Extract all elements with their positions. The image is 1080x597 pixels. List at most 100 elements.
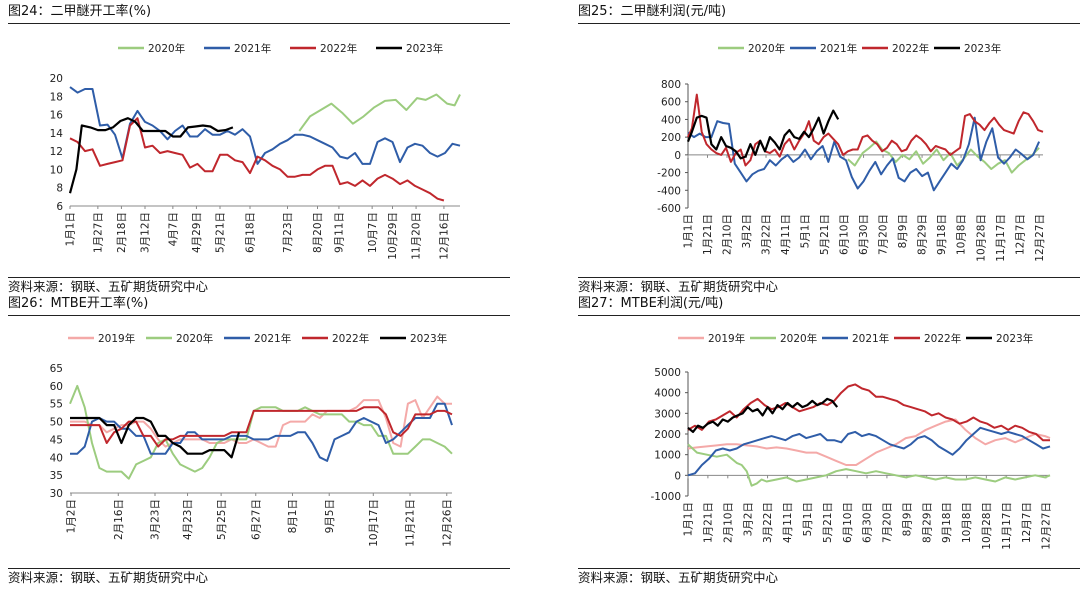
x-tick-label: 9月18日 (936, 214, 948, 255)
x-tick-label: 9月18日 (941, 502, 953, 543)
y-tick-label: 65 (50, 363, 63, 375)
x-tick-label: 5月1日 (802, 502, 814, 536)
x-tick-label: 7月23日 (282, 212, 294, 253)
x-tick-label: 3月23日 (150, 499, 162, 540)
legend-label: 2021年 (234, 42, 271, 55)
legend-label: 2023年 (996, 332, 1033, 345)
x-tick-label: 2月18日 (116, 212, 128, 253)
y-tick-label: 40 (50, 452, 63, 464)
legend-label: 2020年 (176, 332, 213, 345)
y-tick-label: 16 (50, 110, 64, 122)
x-tick-label: 12月7日 (1014, 214, 1026, 255)
x-tick-label: 6月30日 (858, 214, 870, 255)
x-tick-label: 5月1日 (800, 214, 812, 248)
chart-dme-utilization: 2020年 2021年 2022年 2023年 6 8 10 12 14 16 18 20 1月1日 1月… (50, 42, 461, 260)
y-tick-label: 35 (50, 470, 63, 482)
legend-label: 2022年 (924, 332, 961, 345)
y-tick-label: 600 (661, 97, 681, 109)
series-line (686, 109, 840, 160)
x-tick-label: 4月29日 (191, 212, 203, 253)
chart-source: 资料来源：钢联、五矿期货研究中心 (8, 570, 209, 585)
chart-panel-mtbe-profit: 图27：MTBE利润(元/吨) 2019年 2020年 2021年 2022年 2023… (578, 296, 1080, 594)
x-tick-label: 3月22日 (761, 214, 773, 255)
series-line (687, 418, 1051, 466)
y-tick-label: 18 (50, 91, 63, 103)
series-line (298, 93, 461, 132)
x-tick-label: 10月8日 (961, 502, 973, 543)
chart-source: 资料来源：钢联、五矿期货研究中心 (8, 279, 209, 294)
legend-label: 2020年 (148, 42, 185, 55)
y-tick-label: 200 (661, 132, 681, 144)
legend-label: 2023年 (410, 332, 447, 345)
x-tick-label: 8月20日 (312, 212, 324, 253)
legend: 2020年 2021年 2022年 2023年 (118, 42, 443, 55)
y-tick-label: 3000 (654, 408, 681, 420)
legend: 2020年 2021年 2022年 2023年 (718, 42, 1001, 55)
chart-source: 资料来源：钢联、五矿期货研究中心 (578, 570, 779, 585)
x-tick-label: 10月28日 (975, 214, 987, 262)
y-tick-label: 60 (50, 381, 63, 393)
x-tick-label: 10月17日 (368, 499, 380, 547)
title-divider (8, 315, 510, 316)
x-tick-label: 3月2日 (741, 214, 753, 248)
x-tick-label: 1月21日 (702, 214, 714, 255)
y-tick-label: 55 (50, 399, 63, 411)
x-tick-label: 10月29日 (387, 212, 399, 260)
x-tick-label: 11月17日 (995, 214, 1007, 262)
x-tick-label: 5月21日 (215, 212, 227, 253)
x-tick-label: 8月29日 (917, 214, 929, 255)
x-tick-label: 9月5日 (324, 499, 336, 533)
x-tick-label: 8月29日 (921, 502, 933, 543)
y-tick-label: 4000 (654, 388, 681, 400)
series-line (687, 116, 1041, 192)
series-line (687, 426, 1051, 477)
legend-label: 2021年 (820, 42, 857, 55)
chart-panel-mtbe-utilization: 图26：MTBE开工率(%) 2019年 2020年 2021年 2022年 2023年… (8, 296, 510, 594)
legend-label: 2022年 (892, 42, 929, 55)
x-tick-label: 1月2日 (66, 499, 78, 533)
x-tick-label: 4月11日 (782, 502, 794, 543)
y-tick-label: 30 (50, 488, 63, 500)
legend-label: 2019年 (98, 332, 135, 345)
x-tick-label: 12月16日 (439, 212, 451, 260)
x-tick-label: 1月27日 (93, 212, 105, 253)
x-tick-label: 5月25日 (216, 499, 228, 540)
title-divider (578, 23, 1080, 24)
series-line (70, 395, 452, 448)
x-tick-label: 6月30日 (862, 502, 874, 543)
x-tick-label: 6月27日 (250, 499, 262, 540)
series-line (70, 416, 241, 459)
source-divider (8, 277, 510, 278)
title-divider (578, 315, 1080, 316)
x-tick-label: 6月18日 (245, 212, 257, 253)
legend-label: 2022年 (320, 42, 357, 55)
legend-label: 2019年 (708, 332, 745, 345)
legend-label: 2021年 (852, 332, 889, 345)
y-tick-label: 12 (50, 146, 63, 158)
series-line (687, 383, 1050, 442)
series-line (69, 86, 461, 165)
x-tick-label: 8月9日 (901, 502, 913, 536)
x-tick-label: 10月7日 (367, 212, 379, 253)
x-tick-label: 1月1日 (65, 212, 77, 246)
series-line (687, 397, 839, 433)
chart-dme-profit: 2020年 2021年 2022年 2023年 -600 -400 -200 0 200 400 6… (657, 42, 1046, 262)
series-line (68, 117, 234, 194)
x-tick-label: 2月16日 (113, 499, 125, 540)
x-tick-label: 3月2日 (742, 502, 754, 536)
y-tick-label: -200 (657, 168, 681, 180)
x-tick-label: 9月11日 (334, 212, 346, 253)
x-tick-label: 1月1日 (683, 214, 695, 248)
title-divider (8, 23, 510, 24)
chart-title: 图27：MTBE利润(元/吨) (578, 296, 724, 311)
legend-label: 2023年 (406, 42, 443, 55)
chart-title: 图24：二甲醚开工率(%) (8, 4, 152, 19)
source-divider (8, 568, 510, 569)
x-tick-label: 8月1日 (287, 499, 299, 533)
series-line (687, 443, 1051, 487)
y-tick-label: 14 (50, 128, 64, 140)
x-tick-label: 2月10日 (722, 214, 734, 255)
chart-panel-dme-utilization: 图24：二甲醚开工率(%) 2020年 2021年 2022年 2023年 6 8 10 12… (8, 4, 510, 294)
legend-label: 2023年 (964, 42, 1001, 55)
legend-label: 2021年 (254, 332, 291, 345)
